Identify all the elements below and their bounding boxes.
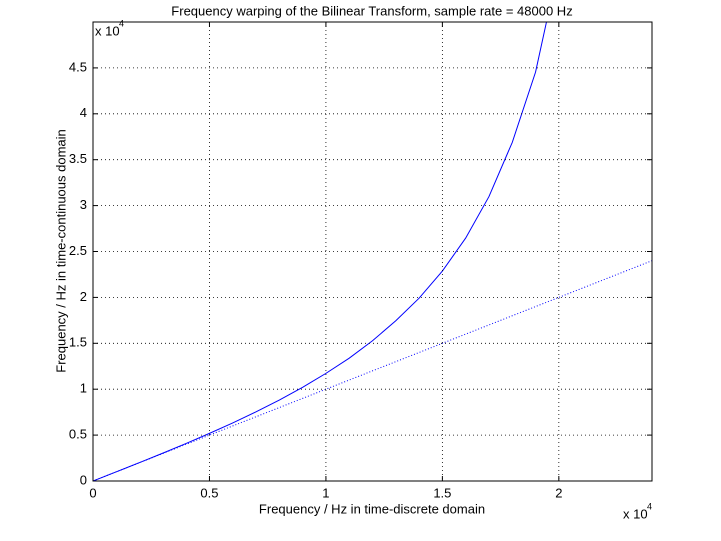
y-tick-label: 3.5 [69,151,87,166]
y-axis-label: Frequency / Hz in time-continuous domain [53,129,68,373]
y-tick-label: 2 [80,289,87,304]
y-multiplier: x 10 [95,23,120,38]
plot-layer [93,22,652,481]
y-tick-label: 3 [80,197,87,212]
x-tick-label: 1 [322,485,329,500]
y-tick-label: 2.5 [69,243,87,258]
plot-area [93,22,652,481]
y-multiplier-exp: 4 [119,18,124,28]
x-multiplier-exp: 4 [647,501,652,511]
line-series [93,260,652,481]
line-series [93,22,547,481]
axes-box [92,21,653,482]
y-tick-label: 1.5 [69,335,87,350]
y-tick-label: 0 [80,472,87,487]
y-tick-label: 0.5 [69,427,87,442]
y-tick-label: 4 [80,105,87,120]
x-tick-label: 2 [555,485,562,500]
x-multiplier: x 10 [623,506,648,521]
x-tick-label: 1.5 [433,485,451,500]
x-tick-label: 0 [89,485,96,500]
y-tick-label: 1 [80,381,87,396]
x-axis-label: Frequency / Hz in time-discrete domain [259,501,485,516]
y-tick-label: 4.5 [69,59,87,74]
chart-title: Frequency warping of the Bilinear Transf… [171,3,572,18]
x-tick-label: 0.5 [200,485,218,500]
